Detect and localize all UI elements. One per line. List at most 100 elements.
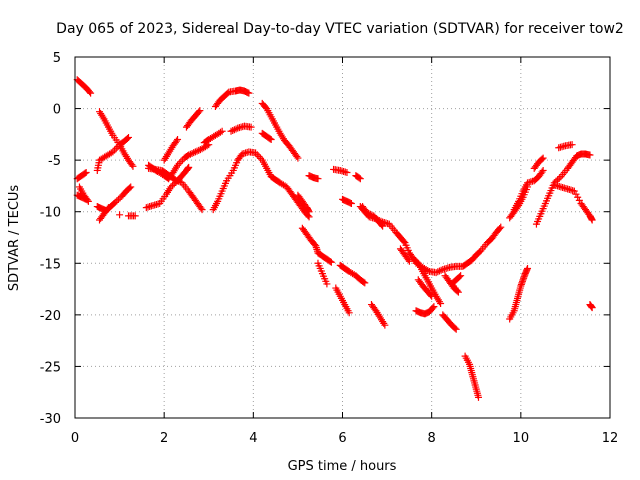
data-point (356, 175, 364, 183)
data-point (311, 240, 319, 248)
data-point (365, 210, 373, 218)
data-point (123, 134, 131, 142)
data-point (574, 193, 582, 201)
series-arc-o (506, 264, 532, 323)
data-point (570, 187, 578, 195)
series-arc-h (298, 224, 369, 287)
data-point (83, 196, 91, 204)
data-point (185, 163, 193, 171)
data-point (128, 161, 136, 169)
data-point (172, 137, 180, 145)
data-point (539, 154, 547, 162)
series-arc-f (211, 86, 302, 162)
data-point (429, 304, 437, 312)
data-point (129, 162, 137, 170)
grid-lines (75, 57, 610, 418)
data-point (497, 223, 505, 231)
data-point (588, 216, 596, 224)
data-point (218, 127, 226, 135)
data-point (167, 183, 175, 191)
data-point (193, 147, 201, 155)
data-point (188, 149, 196, 157)
data-point (379, 222, 387, 230)
data-point (568, 141, 576, 149)
data-point (432, 269, 440, 277)
data-point (347, 199, 355, 207)
data-point (456, 273, 464, 281)
series-arc-b (73, 133, 213, 183)
data-point (424, 267, 432, 275)
data-point (85, 88, 93, 96)
data-point (196, 107, 204, 115)
data-point (496, 224, 504, 232)
data-point (252, 149, 260, 157)
data-point (314, 175, 322, 183)
data-point (82, 169, 90, 177)
data-point (538, 168, 546, 176)
data-point (195, 108, 203, 116)
x-tick-label: 4 (249, 431, 257, 446)
data-point (555, 174, 563, 182)
data-point (539, 166, 547, 174)
data-point (232, 125, 240, 133)
data-point (524, 264, 532, 272)
data-point (87, 89, 95, 97)
y-tick-label: -15 (40, 257, 61, 272)
data-point (293, 153, 301, 161)
data-point (366, 210, 374, 218)
data-point (363, 209, 371, 217)
x-tick-label: 0 (71, 431, 79, 446)
y-tick-label: -10 (40, 206, 61, 221)
data-point (126, 184, 134, 192)
data-point (174, 136, 182, 144)
data-point (255, 153, 263, 161)
data-point (343, 169, 351, 177)
data-point (323, 280, 331, 288)
data-point (229, 126, 237, 134)
y-tick-label: -25 (40, 360, 61, 375)
data-point (186, 150, 194, 158)
data-point (125, 133, 132, 141)
data-point (103, 205, 111, 213)
series-arc-a (73, 76, 206, 214)
data-point (360, 278, 368, 286)
data-point (112, 144, 120, 152)
series-arc-d (75, 107, 226, 224)
y-tick-labels: 5 0 -5 -10 -15 -20 -25 -30 (40, 51, 61, 427)
data-point (474, 393, 482, 401)
series-arc-q (510, 141, 596, 312)
data-marks (73, 76, 596, 401)
data-point (378, 221, 386, 229)
y-tick-label: -20 (40, 309, 61, 324)
data-point (457, 272, 465, 280)
data-point (381, 321, 389, 329)
data-point (434, 268, 442, 276)
data-point (452, 325, 460, 333)
data-point (430, 303, 438, 311)
data-point (588, 304, 596, 312)
y-axis-label: SDTVAR / TECUs (7, 185, 22, 292)
data-point (437, 300, 445, 308)
data-point (170, 180, 178, 188)
data-point (113, 197, 121, 205)
data-point (405, 257, 413, 265)
data-point (197, 204, 205, 212)
data-point (294, 154, 302, 162)
data-point (111, 198, 119, 206)
data-point (198, 206, 206, 214)
data-point (169, 181, 177, 189)
x-tick-labels: 0 2 4 6 8 10 12 (71, 431, 618, 446)
series-arc-p (506, 150, 594, 228)
y-tick-label: 0 (53, 103, 61, 118)
data-point (195, 146, 203, 154)
y-tick-label: -5 (48, 154, 61, 169)
data-point (538, 155, 546, 163)
data-point (131, 212, 139, 220)
data-point (400, 237, 408, 245)
data-point (177, 158, 185, 166)
data-point (230, 126, 238, 134)
data-point (114, 195, 122, 203)
y-tick-label: 5 (53, 51, 61, 66)
tick-marks (74, 56, 611, 419)
